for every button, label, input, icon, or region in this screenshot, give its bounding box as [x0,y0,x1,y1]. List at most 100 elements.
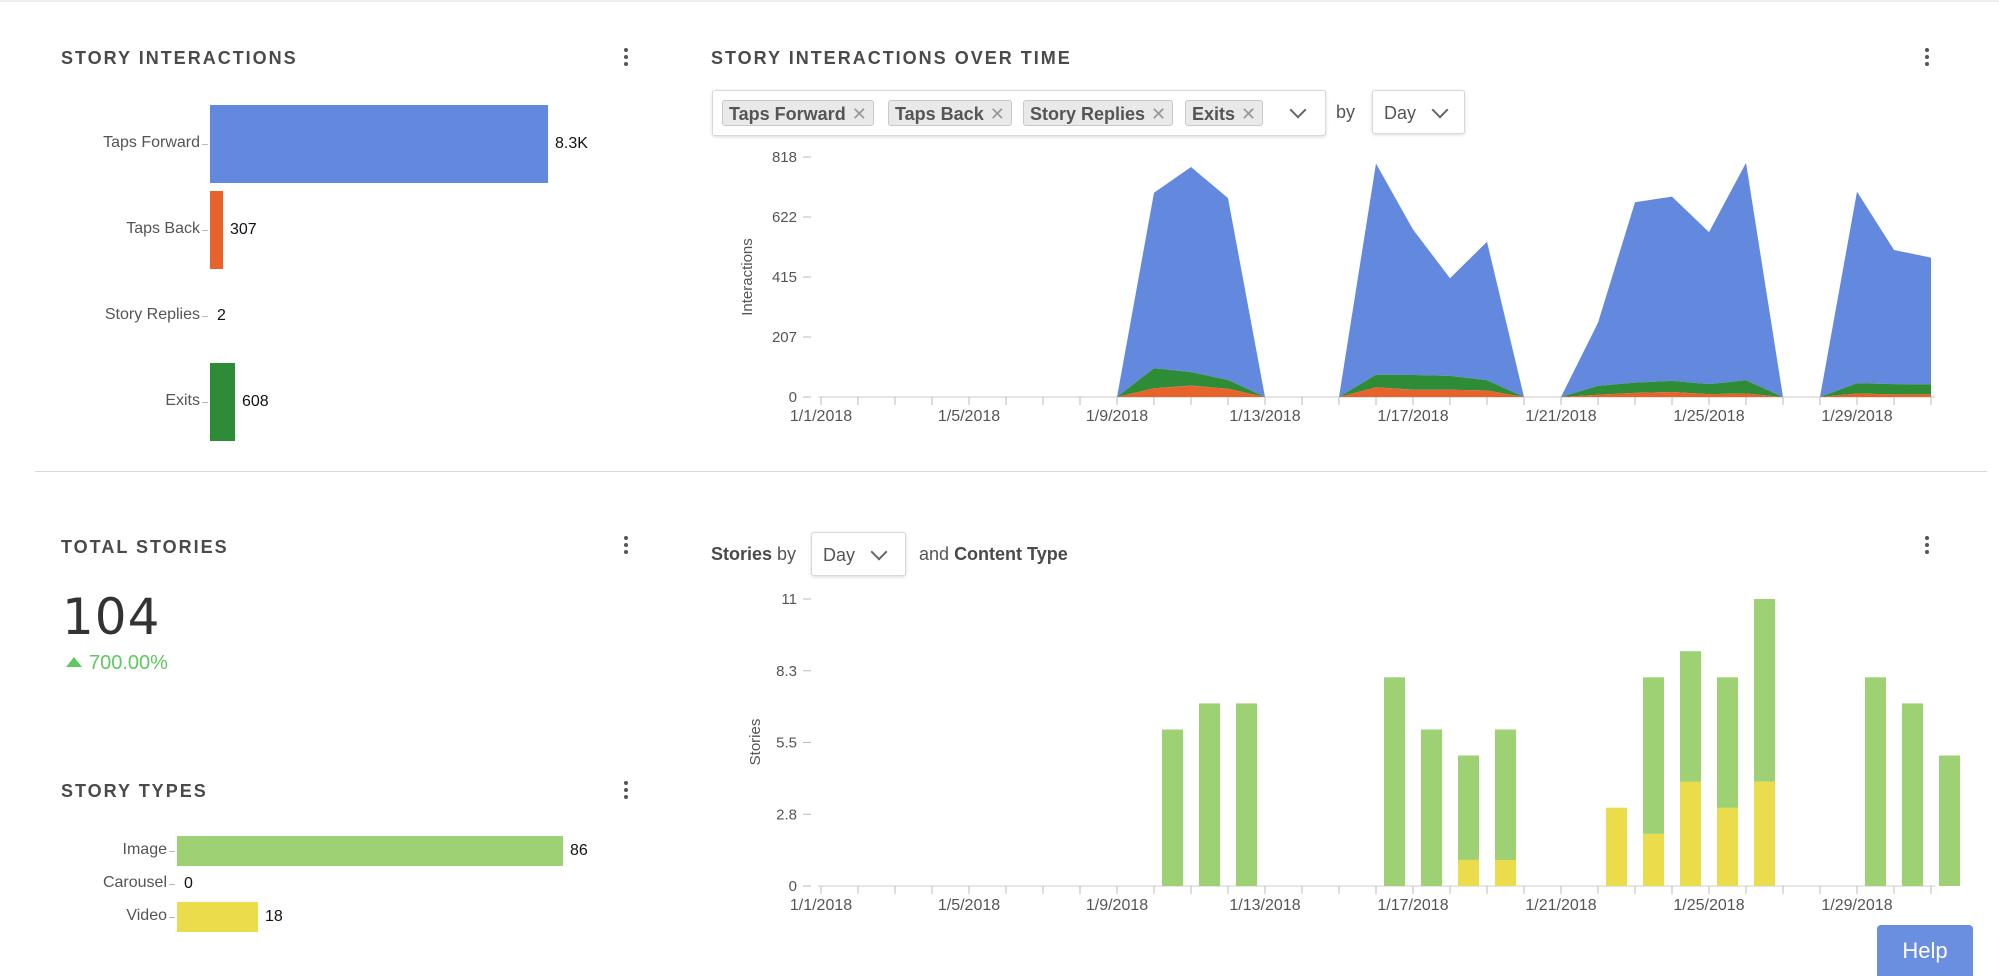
x-tick-label: 1/9/2018 [1086,897,1148,914]
bar-image[interactable] [1495,729,1516,861]
x-tick-label: 1/9/2018 [1086,408,1148,425]
y-tick-label: 415 [772,269,797,286]
total-stories-change: 700.00% [66,652,168,675]
bar-video[interactable] [1754,781,1775,886]
stories-lead: Stories [711,544,773,564]
filter-chip-exits[interactable]: Exits ✕ [1185,100,1264,126]
by-label: by [777,544,797,564]
axis-tick [169,917,175,918]
bar[interactable] [210,191,223,269]
y-tick-label: 5.5 [776,735,797,752]
bar-image[interactable] [1902,703,1923,886]
granularity-value: Day [823,545,856,565]
bar-image[interactable] [1421,729,1442,887]
x-tick-label: 1/17/2018 [1377,897,1448,914]
story-interactions-title: STORY INTERACTIONS [61,48,298,68]
filter-chip-label: Story Replies [1030,104,1146,124]
y-tick-label: 11 [781,591,797,608]
y-axis-label: Interactions [739,238,756,316]
area-series-taps-back[interactable] [821,385,1931,397]
stories-chart-heading: Stories by [711,544,796,565]
bar-image[interactable] [1643,677,1664,834]
filter-chip-taps-back[interactable]: Taps Back ✕ [888,100,1012,126]
bar-image[interactable] [1199,703,1220,886]
axis-tick [202,316,208,317]
bar-label: Video [126,907,167,924]
bar-image[interactable] [1865,677,1886,886]
interactions-over-time-menu-icon[interactable] [1917,46,1937,68]
chevron-down-icon [870,543,888,561]
y-tick-label: 2.8 [776,806,797,823]
story-types-title: STORY TYPES [61,781,208,801]
bar-image[interactable] [1384,677,1405,886]
story-types-menu-icon[interactable] [616,779,636,801]
axis-tick [202,230,208,231]
remove-chip-icon[interactable]: ✕ [1241,104,1257,124]
stories-granularity-select[interactable]: Day [811,532,906,576]
bar[interactable] [210,363,235,441]
filter-chip-taps-forward[interactable]: Taps Forward ✕ [722,100,874,126]
x-tick-label: 1/29/2018 [1821,897,1892,914]
bar-value: 86 [570,842,588,859]
trend-up-icon [66,657,82,667]
area-series-exits[interactable] [821,368,1931,397]
bar[interactable] [177,902,258,932]
remove-chip-icon[interactable]: ✕ [989,104,1005,124]
bar-video[interactable] [1717,807,1738,886]
granularity-value: Day [1384,103,1417,123]
bar-label: Carousel [102,874,167,891]
stories-chart-menu-icon[interactable] [1917,534,1937,556]
total-stories-value: 104 [62,588,161,646]
bar-value: 2 [217,307,226,324]
y-tick-label: 622 [772,209,797,226]
bar-video[interactable] [1495,859,1516,886]
bar-image[interactable] [1236,703,1257,886]
axis-tick [169,884,175,885]
bar-video[interactable] [1458,859,1479,886]
x-tick-label: 1/21/2018 [1525,408,1596,425]
area-series-taps-forward[interactable] [821,162,1931,397]
metric-filter-select[interactable]: Taps Forward ✕ Taps Back ✕ Story Replies ✕ … [712,90,1326,136]
y-axis-label: Stories [747,719,764,766]
y-tick-label: 0 [789,389,797,406]
and-label: and [919,544,950,564]
bar-image[interactable] [1680,651,1701,782]
remove-chip-icon[interactable]: ✕ [1151,104,1167,124]
bar-label: Taps Back [126,220,200,237]
story-interactions-menu-icon[interactable] [616,46,636,68]
axis-tick [169,851,175,852]
bar[interactable] [210,105,548,183]
bar[interactable] [177,836,563,866]
interactions-area-chart: 0 207 415 622 818 1/1/2018 1/5/2018 1/9/2018 1/1… [739,149,1935,425]
x-tick-label: 1/13/2018 [1229,897,1300,914]
y-tick-label: 8.3 [776,663,797,680]
filter-chip-label: Taps Back [895,104,984,124]
x-tick-label: 1/25/2018 [1673,897,1744,914]
axis-tick [202,402,208,403]
axis-tick [202,144,208,145]
bar-label: Story Replies [104,306,200,323]
x-tick-label: 1/17/2018 [1377,408,1448,425]
x-tick-label: 1/29/2018 [1821,408,1892,425]
bar-image[interactable] [1754,599,1775,782]
bar-image[interactable] [1458,755,1479,860]
filter-chip-story-replies[interactable]: Story Replies ✕ [1023,100,1174,126]
bar-video[interactable] [1643,833,1664,886]
by-label: by [1336,102,1356,122]
bar-image[interactable] [1162,729,1183,887]
bar-value: 8.3K [555,135,588,152]
remove-chip-icon[interactable]: ✕ [851,104,867,124]
x-tick-label: 1/13/2018 [1229,408,1300,425]
y-tick-label: 0 [789,878,797,895]
granularity-select[interactable]: Day [1372,90,1465,134]
bar-image[interactable] [1717,677,1738,808]
bar-value: 18 [265,908,283,925]
change-percent: 700.00% [89,652,168,674]
bar-video[interactable] [1680,781,1701,886]
bar-video[interactable] [1606,807,1627,886]
bar-label: Exits [165,392,200,409]
help-button[interactable]: Help [1877,925,1973,976]
stories-bar-chart: 0 2.8 5.5 8.3 11 1/1/2018 1/5/2018 1/9/2018 1/13… [747,591,1960,914]
bar-image[interactable] [1939,755,1960,887]
total-stories-menu-icon[interactable] [616,534,636,556]
